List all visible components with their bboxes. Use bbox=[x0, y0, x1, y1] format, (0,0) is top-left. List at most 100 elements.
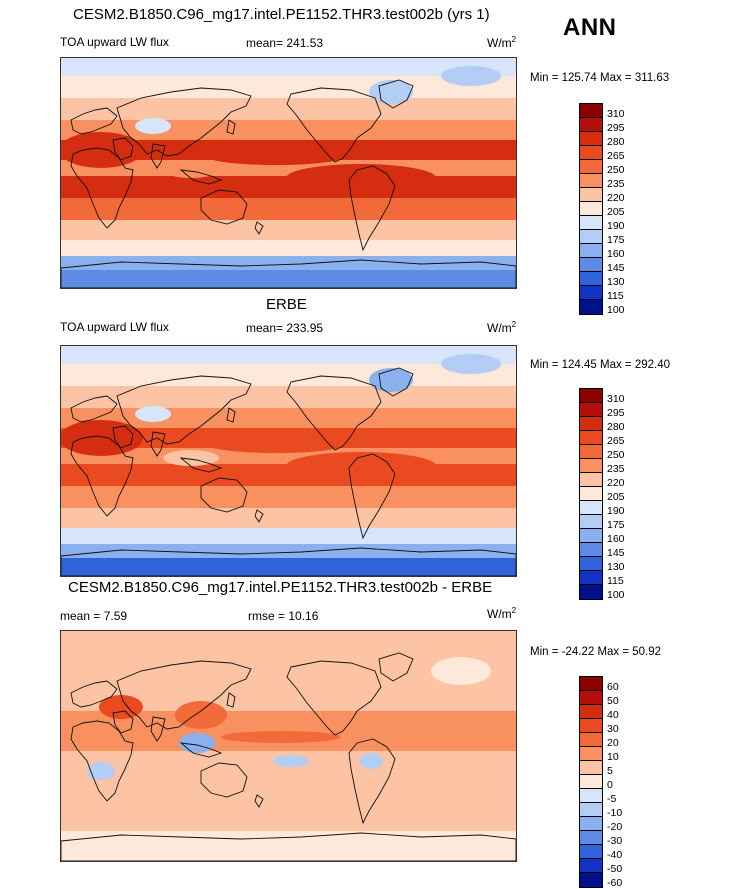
colorbar-swatch bbox=[580, 515, 602, 529]
colorbar-tick-label: 40 bbox=[607, 709, 619, 721]
colorbar-swatch bbox=[580, 487, 602, 501]
colorbar-tick-label: 100 bbox=[607, 304, 625, 316]
coastline bbox=[348, 453, 396, 540]
colorbar-swatch bbox=[580, 389, 602, 403]
coastline bbox=[254, 509, 264, 523]
colorbar-tick-label: 205 bbox=[607, 491, 625, 503]
coastline bbox=[70, 680, 118, 708]
field-band bbox=[61, 558, 516, 576]
colorbar-tick-label: 295 bbox=[607, 407, 625, 419]
colorbar-swatch bbox=[580, 286, 602, 300]
colorbar-tick-label: 250 bbox=[607, 449, 625, 461]
colorbar-swatch bbox=[580, 403, 602, 417]
coastline bbox=[378, 652, 414, 682]
colorbar-tick-label: 145 bbox=[607, 547, 625, 559]
colorbar-swatch bbox=[580, 705, 602, 719]
diff-pacific-cool-patch bbox=[273, 755, 309, 767]
colorbar-tick-label: 160 bbox=[607, 248, 625, 260]
field-band bbox=[61, 240, 516, 256]
coastline bbox=[150, 431, 166, 457]
colorbar-tick-label: 5 bbox=[607, 765, 613, 777]
coastline bbox=[226, 119, 236, 135]
colorbar-swatch bbox=[580, 202, 602, 216]
colorbar-swatch bbox=[580, 677, 602, 691]
colorbar-tick-label: -30 bbox=[607, 835, 623, 847]
panel-3-colorbar bbox=[579, 676, 603, 888]
colorbar-tick-label: 130 bbox=[607, 561, 625, 573]
panel-1-map-svg bbox=[61, 58, 516, 288]
colorbar-swatch bbox=[580, 789, 602, 803]
colorbar-swatch bbox=[580, 543, 602, 557]
diff-asia-patch bbox=[175, 701, 227, 729]
panel-2-minmax: Min = 124.45 Max = 292.40 bbox=[530, 359, 671, 371]
coastline bbox=[200, 477, 248, 513]
colorbar-swatch bbox=[580, 571, 602, 585]
colorbar-swatch bbox=[580, 501, 602, 515]
colorbar-swatch bbox=[580, 747, 602, 761]
colorbar-tick-label: 100 bbox=[607, 589, 625, 601]
coastline bbox=[70, 107, 118, 135]
field-band bbox=[61, 220, 516, 240]
field-band bbox=[61, 58, 516, 76]
colorbar-swatch bbox=[580, 873, 602, 887]
panel-1-units-label: W/m2 bbox=[487, 35, 517, 50]
colorbar-tick-label: 20 bbox=[607, 737, 619, 749]
coastline bbox=[70, 147, 134, 229]
field-band bbox=[61, 528, 516, 544]
coastline bbox=[150, 143, 166, 169]
panel-1-variable-label: TOA upward LW flux bbox=[60, 35, 169, 49]
colorbar-tick-label: 310 bbox=[607, 108, 625, 120]
pacific-warm-patch bbox=[206, 147, 346, 165]
panel-1-title: CESM2.B1850.C96_mg17.intel.PE1152.THR3.t… bbox=[73, 6, 490, 23]
panel-3-map bbox=[60, 630, 517, 862]
diff-arctic-patch bbox=[431, 657, 491, 685]
coastline bbox=[200, 189, 248, 225]
panel-2-colorbar bbox=[579, 388, 603, 600]
colorbar-tick-label: 115 bbox=[607, 575, 624, 587]
coastline bbox=[226, 692, 236, 708]
colorbar-tick-label: 220 bbox=[607, 192, 625, 204]
coastline bbox=[226, 407, 236, 423]
panel-1-mean-label: mean= 241.53 bbox=[246, 36, 324, 50]
coastline bbox=[70, 720, 134, 802]
colorbar-tick-label: 60 bbox=[607, 681, 619, 693]
colorbar-swatch bbox=[580, 216, 602, 230]
colorbar-swatch bbox=[580, 300, 602, 314]
field-band bbox=[61, 256, 516, 270]
east-pacific-warm-patch bbox=[286, 164, 436, 192]
colorbar-tick-label: 175 bbox=[607, 519, 625, 531]
colorbar-swatch bbox=[580, 188, 602, 202]
coastline bbox=[70, 435, 134, 517]
colorbar-tick-label: 175 bbox=[607, 234, 625, 246]
panel-1-map bbox=[60, 57, 517, 289]
colorbar-swatch bbox=[580, 733, 602, 747]
coastline bbox=[61, 259, 516, 288]
field-band bbox=[61, 346, 516, 364]
panel-2-variable-label: TOA upward LW flux bbox=[60, 320, 169, 334]
colorbar-swatch bbox=[580, 831, 602, 845]
colorbar-swatch bbox=[580, 817, 602, 831]
colorbar-tick-label: 235 bbox=[607, 178, 625, 190]
colorbar-swatch bbox=[580, 230, 602, 244]
diff-pacific-warm-patch bbox=[221, 731, 341, 743]
coastline bbox=[112, 137, 134, 161]
coastline bbox=[116, 660, 252, 730]
panel-3-mean-label: mean = 7.59 bbox=[60, 609, 128, 623]
coastline bbox=[348, 165, 396, 252]
colorbar-swatch bbox=[580, 160, 602, 174]
coastline bbox=[200, 762, 248, 798]
colorbar-tick-label: 30 bbox=[607, 723, 619, 735]
coastline bbox=[179, 742, 223, 758]
panel-1-minmax: Min = 125.74 Max = 311.63 bbox=[530, 72, 670, 84]
colorbar-swatch bbox=[580, 585, 602, 599]
coastline bbox=[348, 738, 396, 825]
colorbar-tick-label: -5 bbox=[607, 793, 617, 805]
colorbar-swatch bbox=[580, 174, 602, 188]
colorbar-swatch bbox=[580, 803, 602, 817]
field-band bbox=[61, 120, 516, 140]
panel-3-rmse-label: rmse = 10.16 bbox=[248, 609, 319, 623]
colorbar-tick-label: 265 bbox=[607, 150, 625, 162]
colorbar-tick-label: 280 bbox=[607, 136, 625, 148]
season-label: ANN bbox=[563, 14, 617, 41]
diff-amazon-patch bbox=[359, 753, 383, 769]
